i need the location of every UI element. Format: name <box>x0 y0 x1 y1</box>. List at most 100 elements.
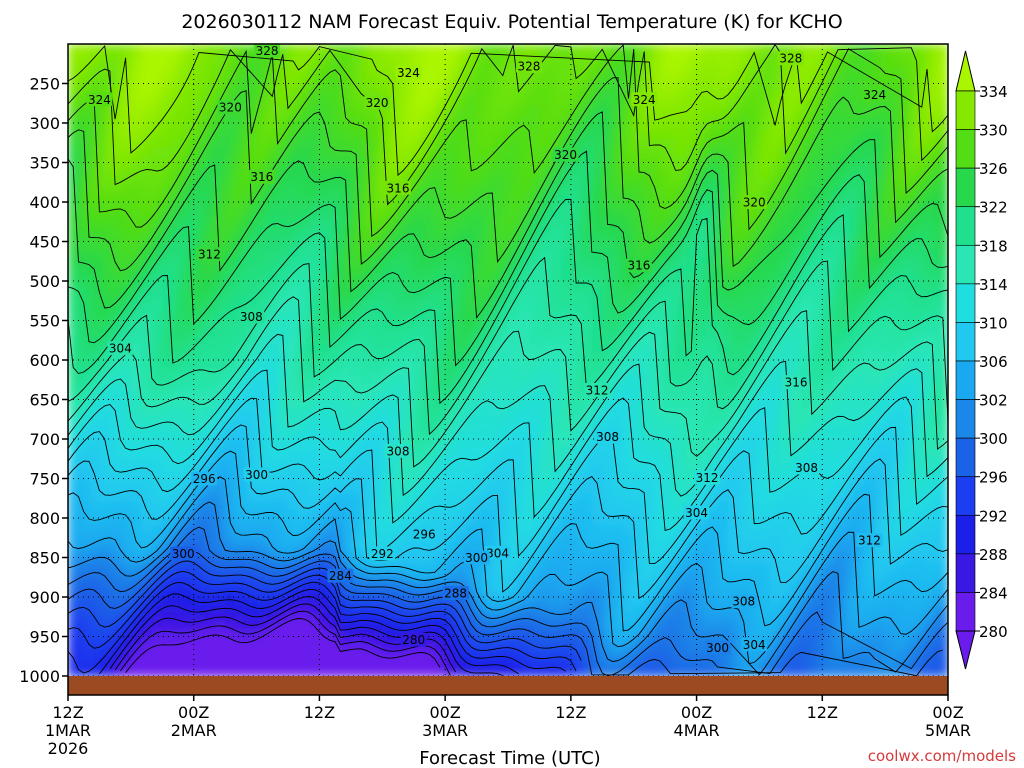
field-cell <box>225 391 237 401</box>
field-cell <box>246 91 258 101</box>
field-cell <box>696 462 709 472</box>
field-cell <box>717 107 729 117</box>
field-cell <box>298 502 310 512</box>
field-cell <box>602 194 614 203</box>
field-cell <box>476 431 489 440</box>
field-cell <box>246 83 258 93</box>
field-cell <box>162 423 174 433</box>
field-cell <box>204 454 216 464</box>
field-cell <box>141 249 153 259</box>
field-cell <box>288 344 300 354</box>
field-cell <box>120 636 132 646</box>
field-cell <box>340 249 352 259</box>
field-cell <box>413 478 426 488</box>
field-cell <box>340 304 352 314</box>
field-cell <box>560 439 572 448</box>
field-cell <box>445 399 457 409</box>
field-cell <box>623 296 635 306</box>
field-cell <box>340 518 352 527</box>
field-cell <box>256 249 269 259</box>
field-cell <box>403 257 415 267</box>
field-cell <box>413 454 426 464</box>
field-cell <box>581 494 593 504</box>
field-cell <box>89 257 101 267</box>
field-cell <box>172 439 185 448</box>
field-cell <box>172 565 185 575</box>
field-cell <box>151 202 164 211</box>
field-cell <box>549 115 562 124</box>
field-cell <box>675 415 688 425</box>
field-cell <box>466 304 478 314</box>
field-cell <box>675 154 688 164</box>
field-cell <box>350 549 363 559</box>
field-cell <box>717 209 729 219</box>
field-cell <box>612 320 625 330</box>
field-cell <box>434 636 447 646</box>
field-cell <box>413 178 426 188</box>
field-cell <box>549 296 562 306</box>
field-cell <box>549 67 562 77</box>
field-cell <box>549 257 562 267</box>
field-cell <box>151 233 164 243</box>
field-cell <box>602 146 614 156</box>
field-cell <box>560 612 572 622</box>
field-cell <box>350 296 363 306</box>
field-cell <box>633 612 646 622</box>
field-cell <box>288 107 300 117</box>
field-cell <box>581 604 593 614</box>
field-cell <box>329 59 342 69</box>
field-cell <box>591 352 604 361</box>
field-cell <box>549 375 562 385</box>
field-cell <box>130 273 143 282</box>
field-cell <box>633 581 646 591</box>
field-cell <box>225 138 237 148</box>
field-cell <box>529 612 541 622</box>
field-cell <box>329 486 342 496</box>
field-cell <box>497 581 509 591</box>
field-cell <box>204 67 216 77</box>
field-cell <box>497 178 509 188</box>
field-cell <box>518 399 530 409</box>
field-cell <box>68 502 80 512</box>
field-cell <box>267 146 279 156</box>
field-cell <box>99 352 111 361</box>
field-cell <box>696 581 709 591</box>
field-cell <box>298 154 310 164</box>
field-cell <box>707 138 719 148</box>
field-cell <box>476 154 489 164</box>
field-cell <box>529 115 541 124</box>
field-cell <box>602 636 614 646</box>
field-cell <box>665 225 677 235</box>
field-cell <box>602 604 614 614</box>
field-cell <box>675 668 688 676</box>
field-cell <box>162 257 174 267</box>
field-cell <box>120 360 132 369</box>
field-cell <box>497 486 509 496</box>
field-cell <box>497 612 509 622</box>
field-cell <box>686 533 698 543</box>
field-cell <box>162 589 174 598</box>
field-cell <box>570 525 583 535</box>
field-cell <box>529 281 541 290</box>
field-cell <box>696 312 709 322</box>
field-cell <box>214 668 227 676</box>
field-cell <box>89 557 101 567</box>
field-cell <box>539 233 551 243</box>
field-cell <box>382 518 394 527</box>
field-cell <box>382 130 394 140</box>
field-cell <box>204 604 216 614</box>
field-cell <box>434 518 447 527</box>
field-cell <box>633 454 646 464</box>
field-cell <box>214 660 227 670</box>
field-cell <box>172 138 185 148</box>
field-cell <box>413 407 426 417</box>
field-cell <box>235 123 248 132</box>
field-cell <box>570 241 583 251</box>
field-cell <box>130 446 143 456</box>
field-cell <box>654 217 667 227</box>
field-cell <box>68 281 80 290</box>
field-cell <box>654 510 667 519</box>
field-cell <box>214 138 227 148</box>
field-cell <box>204 352 216 361</box>
field-cell <box>445 431 457 440</box>
